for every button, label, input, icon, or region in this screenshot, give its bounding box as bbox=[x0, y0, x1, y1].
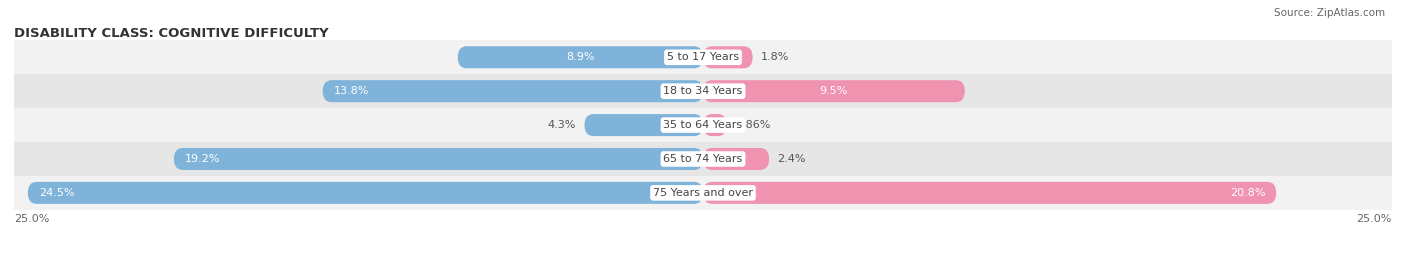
FancyBboxPatch shape bbox=[703, 148, 769, 170]
Text: 18 to 34 Years: 18 to 34 Years bbox=[664, 86, 742, 96]
Text: 65 to 74 Years: 65 to 74 Years bbox=[664, 154, 742, 164]
Text: 24.5%: 24.5% bbox=[39, 188, 75, 198]
Text: 20.8%: 20.8% bbox=[1230, 188, 1265, 198]
Text: 4.3%: 4.3% bbox=[548, 120, 576, 130]
Text: 5 to 17 Years: 5 to 17 Years bbox=[666, 52, 740, 62]
Text: 25.0%: 25.0% bbox=[14, 214, 49, 224]
FancyBboxPatch shape bbox=[174, 148, 703, 170]
Text: 75 Years and over: 75 Years and over bbox=[652, 188, 754, 198]
Bar bbox=[14, 142, 1392, 176]
Text: 8.9%: 8.9% bbox=[567, 52, 595, 62]
Text: 25.0%: 25.0% bbox=[1357, 214, 1392, 224]
Text: 35 to 64 Years: 35 to 64 Years bbox=[664, 120, 742, 130]
Text: 0.86%: 0.86% bbox=[735, 120, 770, 130]
FancyBboxPatch shape bbox=[703, 80, 965, 102]
Bar bbox=[14, 74, 1392, 108]
Bar bbox=[14, 176, 1392, 210]
FancyBboxPatch shape bbox=[323, 80, 703, 102]
Text: Source: ZipAtlas.com: Source: ZipAtlas.com bbox=[1274, 8, 1385, 18]
Text: 13.8%: 13.8% bbox=[333, 86, 370, 96]
Text: 9.5%: 9.5% bbox=[820, 86, 848, 96]
Bar bbox=[14, 40, 1392, 74]
FancyBboxPatch shape bbox=[703, 114, 727, 136]
Bar bbox=[14, 108, 1392, 142]
Text: 2.4%: 2.4% bbox=[778, 154, 806, 164]
Text: 1.8%: 1.8% bbox=[761, 52, 789, 62]
Text: DISABILITY CLASS: COGNITIVE DIFFICULTY: DISABILITY CLASS: COGNITIVE DIFFICULTY bbox=[14, 27, 329, 40]
Text: 19.2%: 19.2% bbox=[186, 154, 221, 164]
FancyBboxPatch shape bbox=[458, 46, 703, 68]
FancyBboxPatch shape bbox=[703, 46, 752, 68]
FancyBboxPatch shape bbox=[585, 114, 703, 136]
FancyBboxPatch shape bbox=[28, 182, 703, 204]
FancyBboxPatch shape bbox=[703, 182, 1277, 204]
